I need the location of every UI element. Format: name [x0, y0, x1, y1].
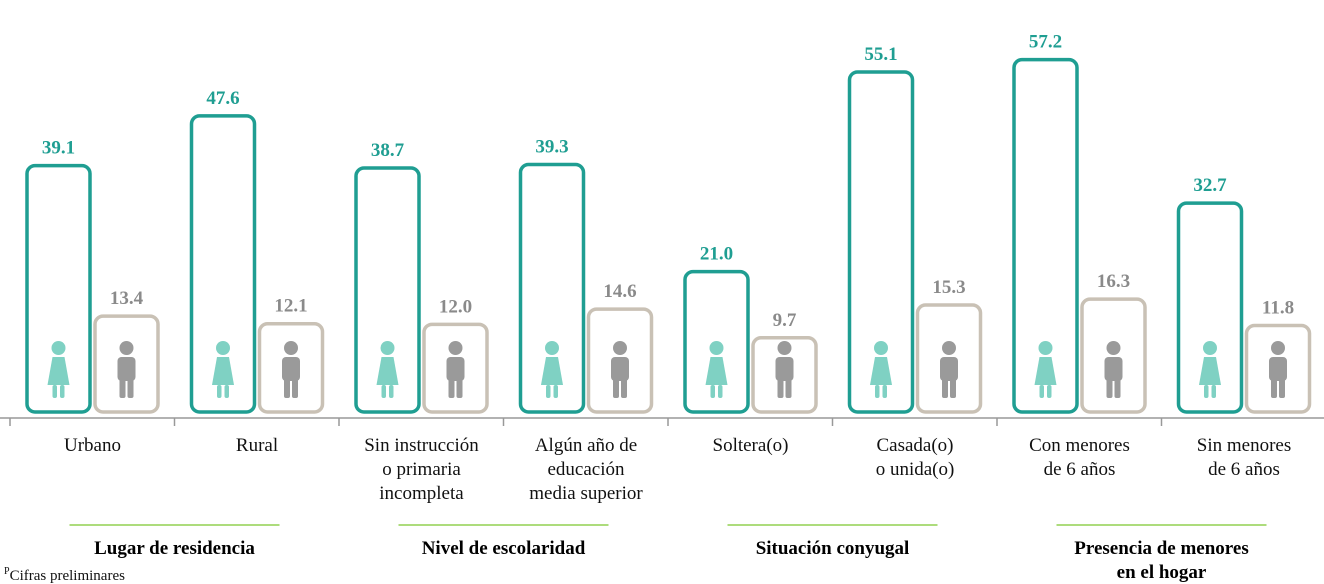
icon-leg	[1047, 385, 1052, 398]
value-label: 57.2	[1029, 32, 1062, 53]
group-label: Nivel de escolaridad	[354, 537, 654, 561]
group-label: Situación conyugal	[683, 537, 983, 561]
icon-leg	[60, 385, 65, 398]
icon-body	[447, 357, 465, 381]
icon-head	[1039, 341, 1053, 355]
icon-head	[874, 341, 888, 355]
value-label: 39.1	[42, 138, 75, 159]
icon-leg	[1204, 385, 1209, 398]
icon-leg	[1279, 378, 1285, 398]
value-label: 39.3	[535, 136, 568, 157]
icon-head	[216, 341, 230, 355]
value-label: 32.7	[1193, 175, 1227, 196]
icon-leg	[554, 385, 559, 398]
value-label: 11.8	[1262, 297, 1294, 318]
value-label: 15.3	[932, 277, 965, 298]
icon-leg	[225, 385, 230, 398]
bar	[1082, 299, 1145, 412]
icon-body	[940, 357, 958, 381]
icon-leg	[950, 378, 956, 398]
icon-leg	[1271, 378, 1277, 398]
icon-body	[1269, 357, 1287, 381]
footnote-text: Cifras preliminares	[10, 568, 125, 584]
icon-leg	[778, 378, 784, 398]
group-label: Lugar de residencia	[25, 537, 325, 561]
value-label: 21.0	[700, 244, 733, 265]
value-label: 12.0	[439, 296, 472, 317]
icon-head	[120, 341, 134, 355]
icon-head	[545, 341, 559, 355]
footnote: PCifras preliminares	[4, 566, 125, 584]
icon-leg	[1040, 385, 1045, 398]
group-label: Presencia de menores en el hogar	[1012, 537, 1312, 584]
icon-leg	[120, 378, 126, 398]
icon-body	[776, 357, 794, 381]
icon-leg	[292, 378, 298, 398]
icon-leg	[382, 385, 387, 398]
icon-leg	[718, 385, 723, 398]
icon-leg	[53, 385, 58, 398]
icon-head	[284, 341, 298, 355]
value-label: 14.6	[603, 281, 636, 302]
icon-leg	[875, 385, 880, 398]
icon-leg	[786, 378, 792, 398]
icon-leg	[883, 385, 888, 398]
icon-leg	[1107, 378, 1113, 398]
icon-head	[613, 341, 627, 355]
x-tick-label: Algún año de educación media superior	[504, 434, 669, 506]
icon-head	[52, 341, 66, 355]
icon-leg	[613, 378, 619, 398]
value-label: 38.7	[371, 140, 405, 161]
x-tick-label: Soltera(o)	[668, 434, 833, 458]
x-tick-label: Rural	[175, 434, 340, 458]
icon-leg	[1115, 378, 1121, 398]
icon-body	[282, 357, 300, 381]
value-label: 9.7	[773, 310, 797, 331]
icon-leg	[449, 378, 455, 398]
icon-leg	[284, 378, 290, 398]
icon-leg	[1212, 385, 1217, 398]
x-tick-label: Casada(o) o unida(o)	[833, 434, 998, 482]
icon-body	[118, 357, 136, 381]
value-label: 55.1	[864, 44, 897, 65]
icon-head	[449, 341, 463, 355]
icon-head	[942, 341, 956, 355]
icon-head	[1203, 341, 1217, 355]
icon-leg	[457, 378, 463, 398]
icon-leg	[389, 385, 394, 398]
x-tick-label: Con menores de 6 años	[997, 434, 1162, 482]
icon-head	[778, 341, 792, 355]
icon-body	[611, 357, 629, 381]
icon-leg	[621, 378, 627, 398]
chart: 39.1 13.4 47.6 12.1 38.7 12.0 39.3 14.6 21.0 9.7 5…	[0, 0, 1324, 584]
icon-leg	[128, 378, 134, 398]
icon-body	[1105, 357, 1123, 381]
icon-leg	[942, 378, 948, 398]
icon-leg	[546, 385, 551, 398]
icon-head	[1107, 341, 1121, 355]
x-tick-label: Urbano	[10, 434, 175, 458]
icon-leg	[711, 385, 716, 398]
icon-head	[1271, 341, 1285, 355]
value-label: 12.1	[274, 296, 307, 317]
value-label: 47.6	[206, 88, 239, 109]
icon-leg	[217, 385, 222, 398]
x-tick-label: Sin instrucción o primaria incompleta	[339, 434, 504, 506]
value-label: 16.3	[1097, 271, 1130, 292]
icon-head	[381, 341, 395, 355]
icon-head	[710, 341, 724, 355]
x-tick-label: Sin menores de 6 años	[1162, 434, 1324, 482]
value-label: 13.4	[110, 288, 144, 309]
